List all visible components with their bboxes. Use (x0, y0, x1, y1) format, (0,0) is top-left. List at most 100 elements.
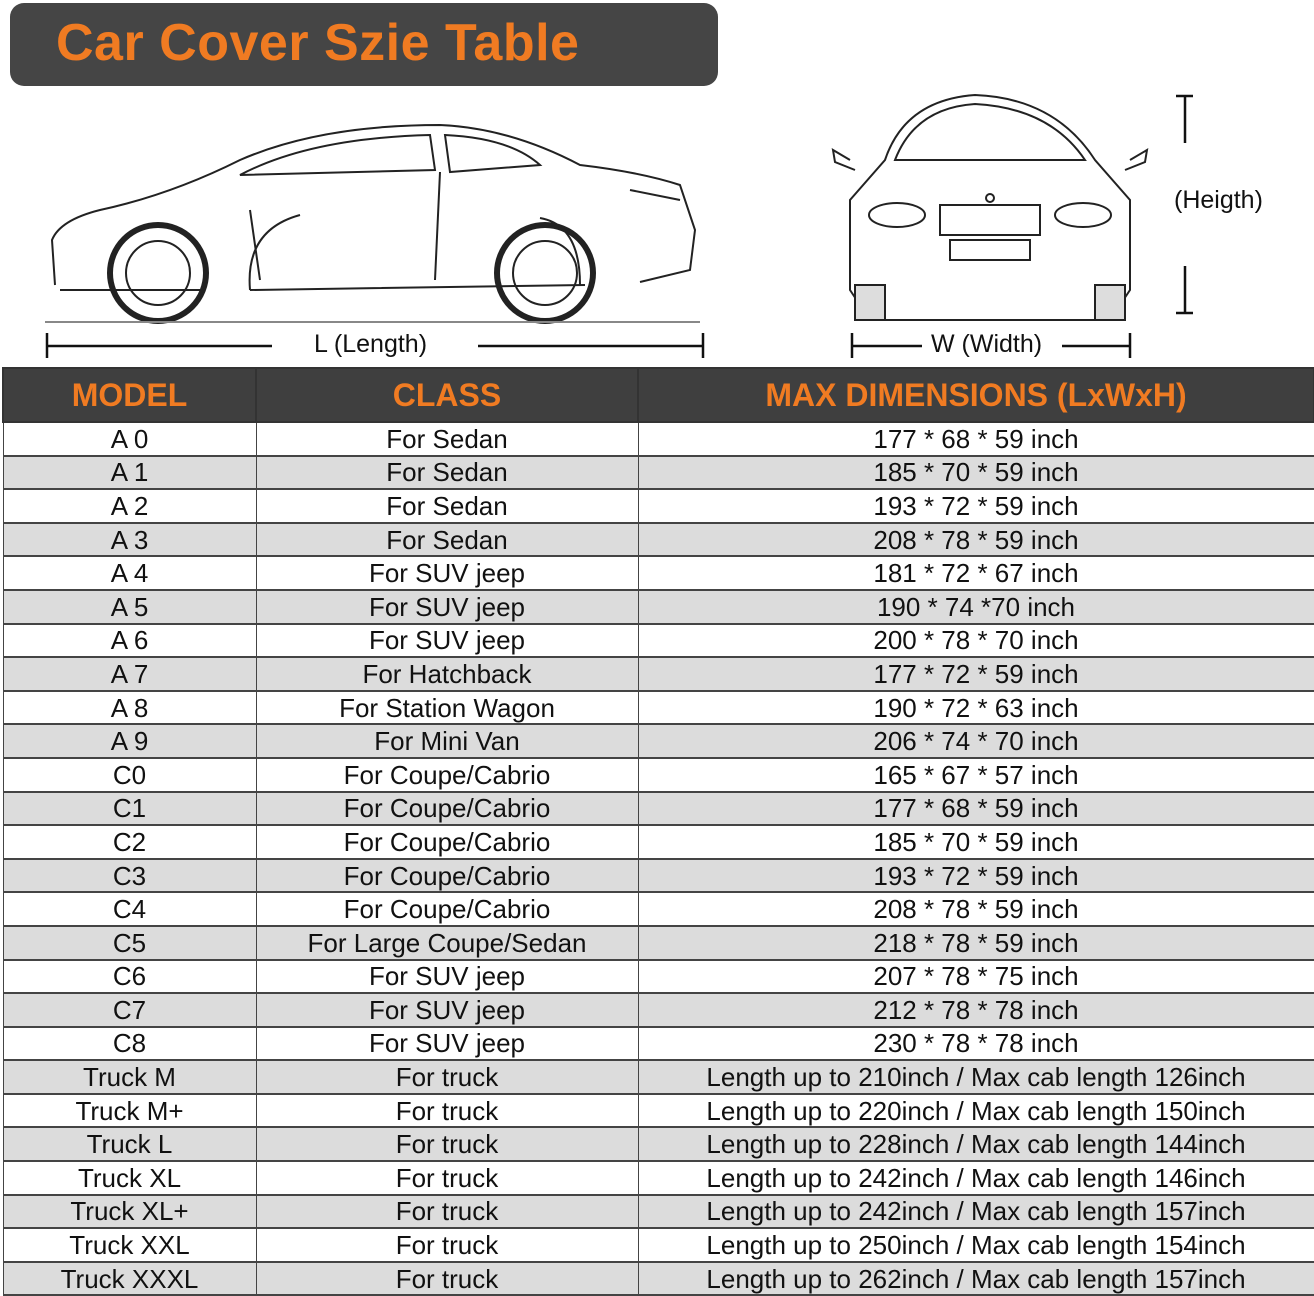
table-row: A 0 For Sedan 177 * 68 * 59 inch (2, 421, 1314, 457)
class-cell: For SUV jeep (255, 1026, 639, 1062)
dimensions-cell: 193 * 72 * 59 inch (637, 858, 1314, 894)
model-cell: C2 (2, 824, 257, 860)
model-cell: A 9 (2, 723, 257, 759)
dimensions-cell: Length up to 242inch / Max cab length 15… (637, 1194, 1314, 1230)
model-cell: Truck L (2, 1126, 257, 1163)
model-cell: A 3 (2, 522, 257, 558)
class-cell: For SUV jeep (255, 555, 639, 591)
dimensions-cell: 190 * 74 *70 inch (637, 589, 1314, 625)
table-row: Truck L For truck Length up to 228inch / M… (2, 1126, 1314, 1163)
model-cell: Truck M (2, 1059, 257, 1095)
table-row: A 4 For SUV jeep 181 * 72 * 67 inch (2, 555, 1314, 591)
class-cell: For Coupe/Cabrio (255, 858, 639, 894)
dimensions-cell: 185 * 70 * 59 inch (637, 824, 1314, 860)
table-row: A 3 For Sedan 208 * 78 * 59 inch (2, 522, 1314, 558)
model-cell: C1 (2, 791, 257, 827)
header-max-dimensions: MAX DIMENSIONS (LxWxH) (637, 367, 1314, 423)
dimensions-cell: Length up to 210inch / Max cab length 12… (637, 1059, 1314, 1095)
header-model: MODEL (2, 367, 257, 423)
title-banner: Car Cover Szie Table (10, 3, 718, 86)
table-row: C8 For SUV jeep 230 * 78 * 78 inch (2, 1026, 1314, 1062)
class-cell: For truck (255, 1261, 639, 1296)
class-cell: For Coupe/Cabrio (255, 891, 639, 927)
header-class: CLASS (255, 367, 639, 423)
class-cell: For Coupe/Cabrio (255, 791, 639, 827)
class-cell: For truck (255, 1126, 639, 1163)
table-row: C6 For SUV jeep 207 * 78 * 75 inch (2, 959, 1314, 995)
table-row: C2 For Coupe/Cabrio 185 * 70 * 59 inch (2, 824, 1314, 860)
table-row: C3 For Coupe/Cabrio 193 * 72 * 59 inch (2, 858, 1314, 894)
car-side-view-illustration (45, 123, 700, 324)
model-cell: A 5 (2, 589, 257, 625)
dimensions-cell: 208 * 78 * 59 inch (637, 522, 1314, 558)
table-row: C7 For SUV jeep 212 * 78 * 78 inch (2, 992, 1314, 1028)
dimensions-cell: 230 * 78 * 78 inch (637, 1026, 1314, 1062)
model-cell: C5 (2, 925, 257, 961)
dimensions-cell: 218 * 78 * 59 inch (637, 925, 1314, 961)
model-cell: C7 (2, 992, 257, 1028)
model-cell: A 1 (2, 455, 257, 491)
table-row: C4 For Coupe/Cabrio 208 * 78 * 59 inch (2, 891, 1314, 927)
table-row: Truck M+ For truck Length up to 220inch / … (2, 1093, 1314, 1129)
class-cell: For Coupe/Cabrio (255, 757, 639, 793)
dimensions-cell: Length up to 220inch / Max cab length 15… (637, 1093, 1314, 1129)
class-cell: For Hatchback (255, 656, 639, 692)
size-table: MODEL CLASS MAX DIMENSIONS (LxWxH) A 0 Fo… (2, 367, 1314, 1296)
model-cell: A 4 (2, 555, 257, 591)
dimensions-cell: 193 * 72 * 59 inch (637, 488, 1314, 524)
class-cell: For SUV jeep (255, 992, 639, 1028)
class-cell: For Sedan (255, 522, 639, 558)
dimensions-cell: Length up to 262inch / Max cab length 15… (637, 1261, 1314, 1296)
model-cell: A 8 (2, 690, 257, 726)
dimension-lines (45, 94, 1193, 358)
table-row: A 5 For SUV jeep 190 * 74 *70 inch (2, 589, 1314, 625)
model-cell: C0 (2, 757, 257, 793)
dimensions-cell: 177 * 68 * 59 inch (637, 421, 1314, 457)
table-row: Truck XL+ For truck Length up to 242inch /… (2, 1194, 1314, 1230)
model-cell: Truck XXL (2, 1227, 257, 1263)
table-row: A 6 For SUV jeep 200 * 78 * 70 inch (2, 623, 1314, 659)
model-cell: C6 (2, 959, 257, 995)
dimensions-cell: 212 * 78 * 78 inch (637, 992, 1314, 1028)
dimensions-cell: 200 * 78 * 70 inch (637, 623, 1314, 659)
table-row: A 1 For Sedan 185 * 70 * 59 inch (2, 455, 1314, 491)
model-cell: Truck XL+ (2, 1194, 257, 1230)
table-row: A 7 For Hatchback 177 * 72 * 59 inch (2, 656, 1314, 692)
table-row: C1 For Coupe/Cabrio 177 * 68 * 59 inch (2, 791, 1314, 827)
dimensions-cell: 206 * 74 * 70 inch (637, 723, 1314, 759)
class-cell: For Sedan (255, 488, 639, 524)
dimensions-cell: 177 * 72 * 59 inch (637, 656, 1314, 692)
dimensions-cell: Length up to 250inch / Max cab length 15… (637, 1227, 1314, 1263)
width-label: W (Width) (931, 330, 1043, 358)
dimensions-cell: 208 * 78 * 59 inch (637, 891, 1314, 927)
table-row: A 8 For Station Wagon 190 * 72 * 63 inch (2, 690, 1314, 726)
table-row: Truck XXL For truck Length up to 250inch /… (2, 1227, 1314, 1263)
class-cell: For Sedan (255, 421, 639, 457)
model-cell: A 7 (2, 656, 257, 692)
table-row: Truck XL For truck Length up to 242inch / … (2, 1160, 1314, 1196)
class-cell: For Station Wagon (255, 690, 639, 726)
model-cell: A 6 (2, 623, 257, 659)
class-cell: For SUV jeep (255, 959, 639, 995)
table-row: A 9 For Mini Van 206 * 74 * 70 inch (2, 723, 1314, 759)
class-cell: For Large Coupe/Sedan (255, 925, 639, 961)
model-cell: A 2 (2, 488, 257, 524)
page-title: Car Cover Szie Table (56, 14, 580, 72)
model-cell: C4 (2, 891, 257, 927)
class-cell: For Mini Van (255, 723, 639, 759)
car-front-view-illustration (831, 93, 1149, 321)
dimensions-cell: 190 * 72 * 63 inch (637, 690, 1314, 726)
dimensions-cell: Length up to 228inch / Max cab length 14… (637, 1126, 1314, 1163)
dimensions-cell: 207 * 78 * 75 inch (637, 959, 1314, 995)
dimensions-cell: 177 * 68 * 59 inch (637, 791, 1314, 827)
table-row: C0 For Coupe/Cabrio 165 * 67 * 57 inch (2, 757, 1314, 793)
class-cell: For truck (255, 1227, 639, 1263)
class-cell: For truck (255, 1059, 639, 1095)
height-label: (Heigth) (1174, 186, 1263, 214)
model-cell: Truck XL (2, 1160, 257, 1196)
class-cell: For truck (255, 1160, 639, 1196)
model-cell: C8 (2, 1026, 257, 1062)
model-cell: Truck XXXL (2, 1261, 257, 1296)
length-label: L (Length) (314, 330, 428, 358)
class-cell: For Sedan (255, 455, 639, 491)
